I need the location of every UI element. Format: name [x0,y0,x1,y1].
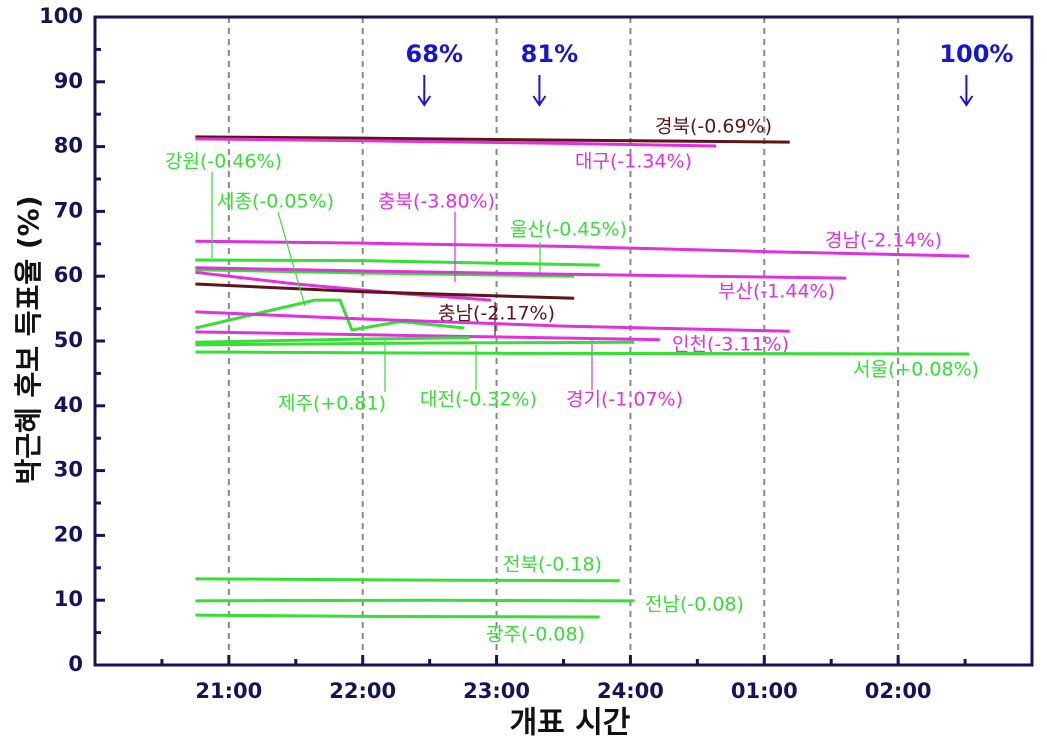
series-line [195,298,465,332]
series-label: 광주(-0.08) [486,624,585,646]
y-tick-label: 80 [54,134,83,158]
y-tick-label: 100 [39,4,83,28]
series-label: 강원(-0.46%) [165,151,282,173]
y-tick-label: 70 [54,198,83,222]
series-line [195,613,600,619]
series-line [195,266,846,280]
series-label: 경기(-1.07%) [566,389,683,411]
series-label: 경남(-2.14%) [825,230,942,252]
y-tick-label: 60 [54,263,83,287]
x-tick-label: 22:00 [329,679,396,703]
x-axis-label: 개표 시간 [510,706,631,741]
x-tick-label: 02:00 [865,679,932,703]
y-tick-label: 90 [54,69,83,93]
series-label: 충남(-2.17%) [438,303,555,325]
series-line [195,135,790,144]
series-line [195,137,717,148]
y-tick-label: 20 [54,522,83,546]
annotation: 100% [939,40,1013,68]
y-tick-label: 30 [54,458,83,482]
annotation-arrow [417,75,432,107]
x-tick-label: 01:00 [731,679,798,703]
series-label: 경북(-0.69%) [655,116,772,138]
series-line [195,270,492,302]
series-line [195,268,575,278]
series-label: 인천(-3.11%) [672,334,789,356]
series-label: 세종(-0.05%) [217,191,334,213]
series-line [195,239,970,258]
series-line [195,282,575,300]
series-line [195,598,635,603]
series-line [195,258,600,267]
y-tick-label: 0 [68,652,83,676]
series-label: 전북(-0.18) [503,554,602,576]
series-line [195,330,660,342]
series-line [195,577,620,583]
leader-line [277,211,306,307]
series-line [195,340,635,347]
annotation: 68% [406,40,463,68]
x-tick-label: 21:00 [195,679,262,703]
y-tick-label: 10 [54,587,83,611]
series-label: 울산(-0.45%) [510,219,627,241]
y-axis-label: 박근혜 후보 득표율 (%) [12,196,45,485]
series-line [195,336,470,344]
x-tick-label: 24:00 [597,679,664,703]
series-label: 전남(-0.08) [645,594,744,616]
series-label: 서울(+0.08%) [853,359,979,381]
series-label: 제주(+0.81) [278,393,386,415]
y-tick-label: 50 [54,328,83,352]
series-label: 충북(-3.80%) [378,191,495,213]
series-line [195,350,970,356]
series-label: 대전(-0.32%) [420,389,537,411]
annotation-arrow [959,75,974,107]
series-label: 대구(-1.34%) [575,151,692,173]
y-tick-label: 40 [54,393,83,417]
series-label: 부산(-1.44%) [718,281,835,303]
annotation: 81% [521,40,578,68]
x-tick-label: 23:00 [463,679,530,703]
annotation-arrow [532,75,547,107]
plot-frame [93,15,1034,667]
series-line [195,310,790,333]
